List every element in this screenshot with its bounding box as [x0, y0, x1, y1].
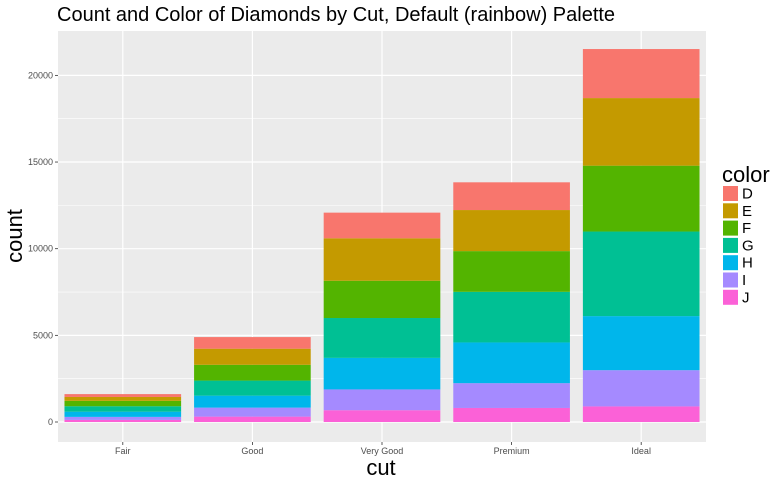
bar-segment-I-fair: [64, 416, 182, 420]
bar-segment-D-very-good: [323, 212, 441, 239]
bar-segment-J-fair: [64, 419, 182, 422]
bar-segment-F-ideal: [582, 165, 700, 232]
x-tick-label: Ideal: [631, 446, 651, 456]
bar-segment-J-ideal: [582, 406, 700, 422]
bar-segment-I-very-good: [323, 389, 441, 411]
legend-label-G: G: [742, 237, 754, 254]
y-axis-title: count: [2, 209, 27, 263]
bar-segment-F-good: [194, 364, 311, 381]
legend-swatch-J: [723, 289, 738, 305]
bar-segment-F-very-good: [323, 280, 441, 319]
legend-swatch-G: [723, 237, 738, 253]
bar-segment-I-ideal: [582, 370, 700, 407]
bar-segment-I-good: [194, 407, 311, 417]
legend-swatch-I: [723, 272, 738, 288]
bar-segment-H-ideal: [582, 316, 700, 371]
bar-segment-F-premium: [453, 251, 570, 292]
bar-segment-G-fair: [64, 406, 182, 412]
legend-label-I: I: [742, 272, 746, 289]
legend-swatch-D: [723, 186, 738, 201]
bar-segment-F-fair: [64, 400, 182, 407]
y-tick-label: 15000: [28, 157, 53, 167]
bar-segment-D-fair: [64, 394, 182, 397]
legend-swatch-H: [723, 255, 738, 271]
bar-segment-D-ideal: [582, 49, 700, 99]
bar-segment-G-ideal: [582, 231, 700, 317]
bar-segment-E-ideal: [582, 98, 700, 166]
y-tick-label: 5000: [33, 330, 53, 340]
bar-segment-H-fair: [64, 411, 182, 417]
legend-label-J: J: [742, 289, 750, 306]
x-tick-label: Fair: [115, 446, 131, 456]
bars-layer: [64, 49, 700, 422]
legend-label-E: E: [742, 203, 752, 220]
bar-segment-J-good: [194, 416, 311, 422]
bar-segment-E-good: [194, 348, 311, 365]
bar-segment-J-premium: [453, 407, 570, 422]
y-axis: 0 5000 10000 15000 20000: [28, 70, 58, 427]
bar-segment-D-good: [194, 337, 311, 349]
legend-label-H: H: [742, 255, 753, 272]
y-tick-label: 10000: [28, 244, 53, 254]
y-tick-label: 20000: [28, 70, 53, 80]
bar-segment-D-premium: [453, 182, 570, 211]
bar-segment-G-premium: [453, 291, 570, 343]
bar-segment-H-premium: [453, 342, 570, 384]
legend-label-D: D: [742, 186, 753, 203]
legend-label-F: F: [742, 220, 751, 237]
bar-segment-E-premium: [453, 210, 570, 252]
x-axis-title: cut: [366, 455, 395, 480]
bar-segment-G-good: [194, 380, 311, 396]
bar-segment-H-very-good: [323, 357, 441, 390]
x-tick-label: Very Good: [361, 446, 404, 456]
x-tick-label: Premium: [494, 446, 530, 456]
chart-title: Count and Color of Diamonds by Cut, Defa…: [57, 4, 615, 26]
legend-swatch-F: [723, 220, 738, 236]
x-axis: Fair Good Very Good Premium Ideal: [115, 442, 651, 456]
bar-segment-J-very-good: [323, 410, 441, 422]
legend-swatch-E: [723, 203, 738, 219]
y-tick-label: 0: [48, 417, 53, 427]
x-tick-label: Good: [241, 446, 263, 456]
bar-segment-I-premium: [453, 383, 570, 408]
bar-segment-H-good: [194, 395, 311, 408]
bar-segment-G-very-good: [323, 318, 441, 358]
bar-segment-E-fair: [64, 396, 182, 401]
legend-title: color: [722, 162, 770, 187]
bar-segment-E-very-good: [323, 238, 441, 281]
